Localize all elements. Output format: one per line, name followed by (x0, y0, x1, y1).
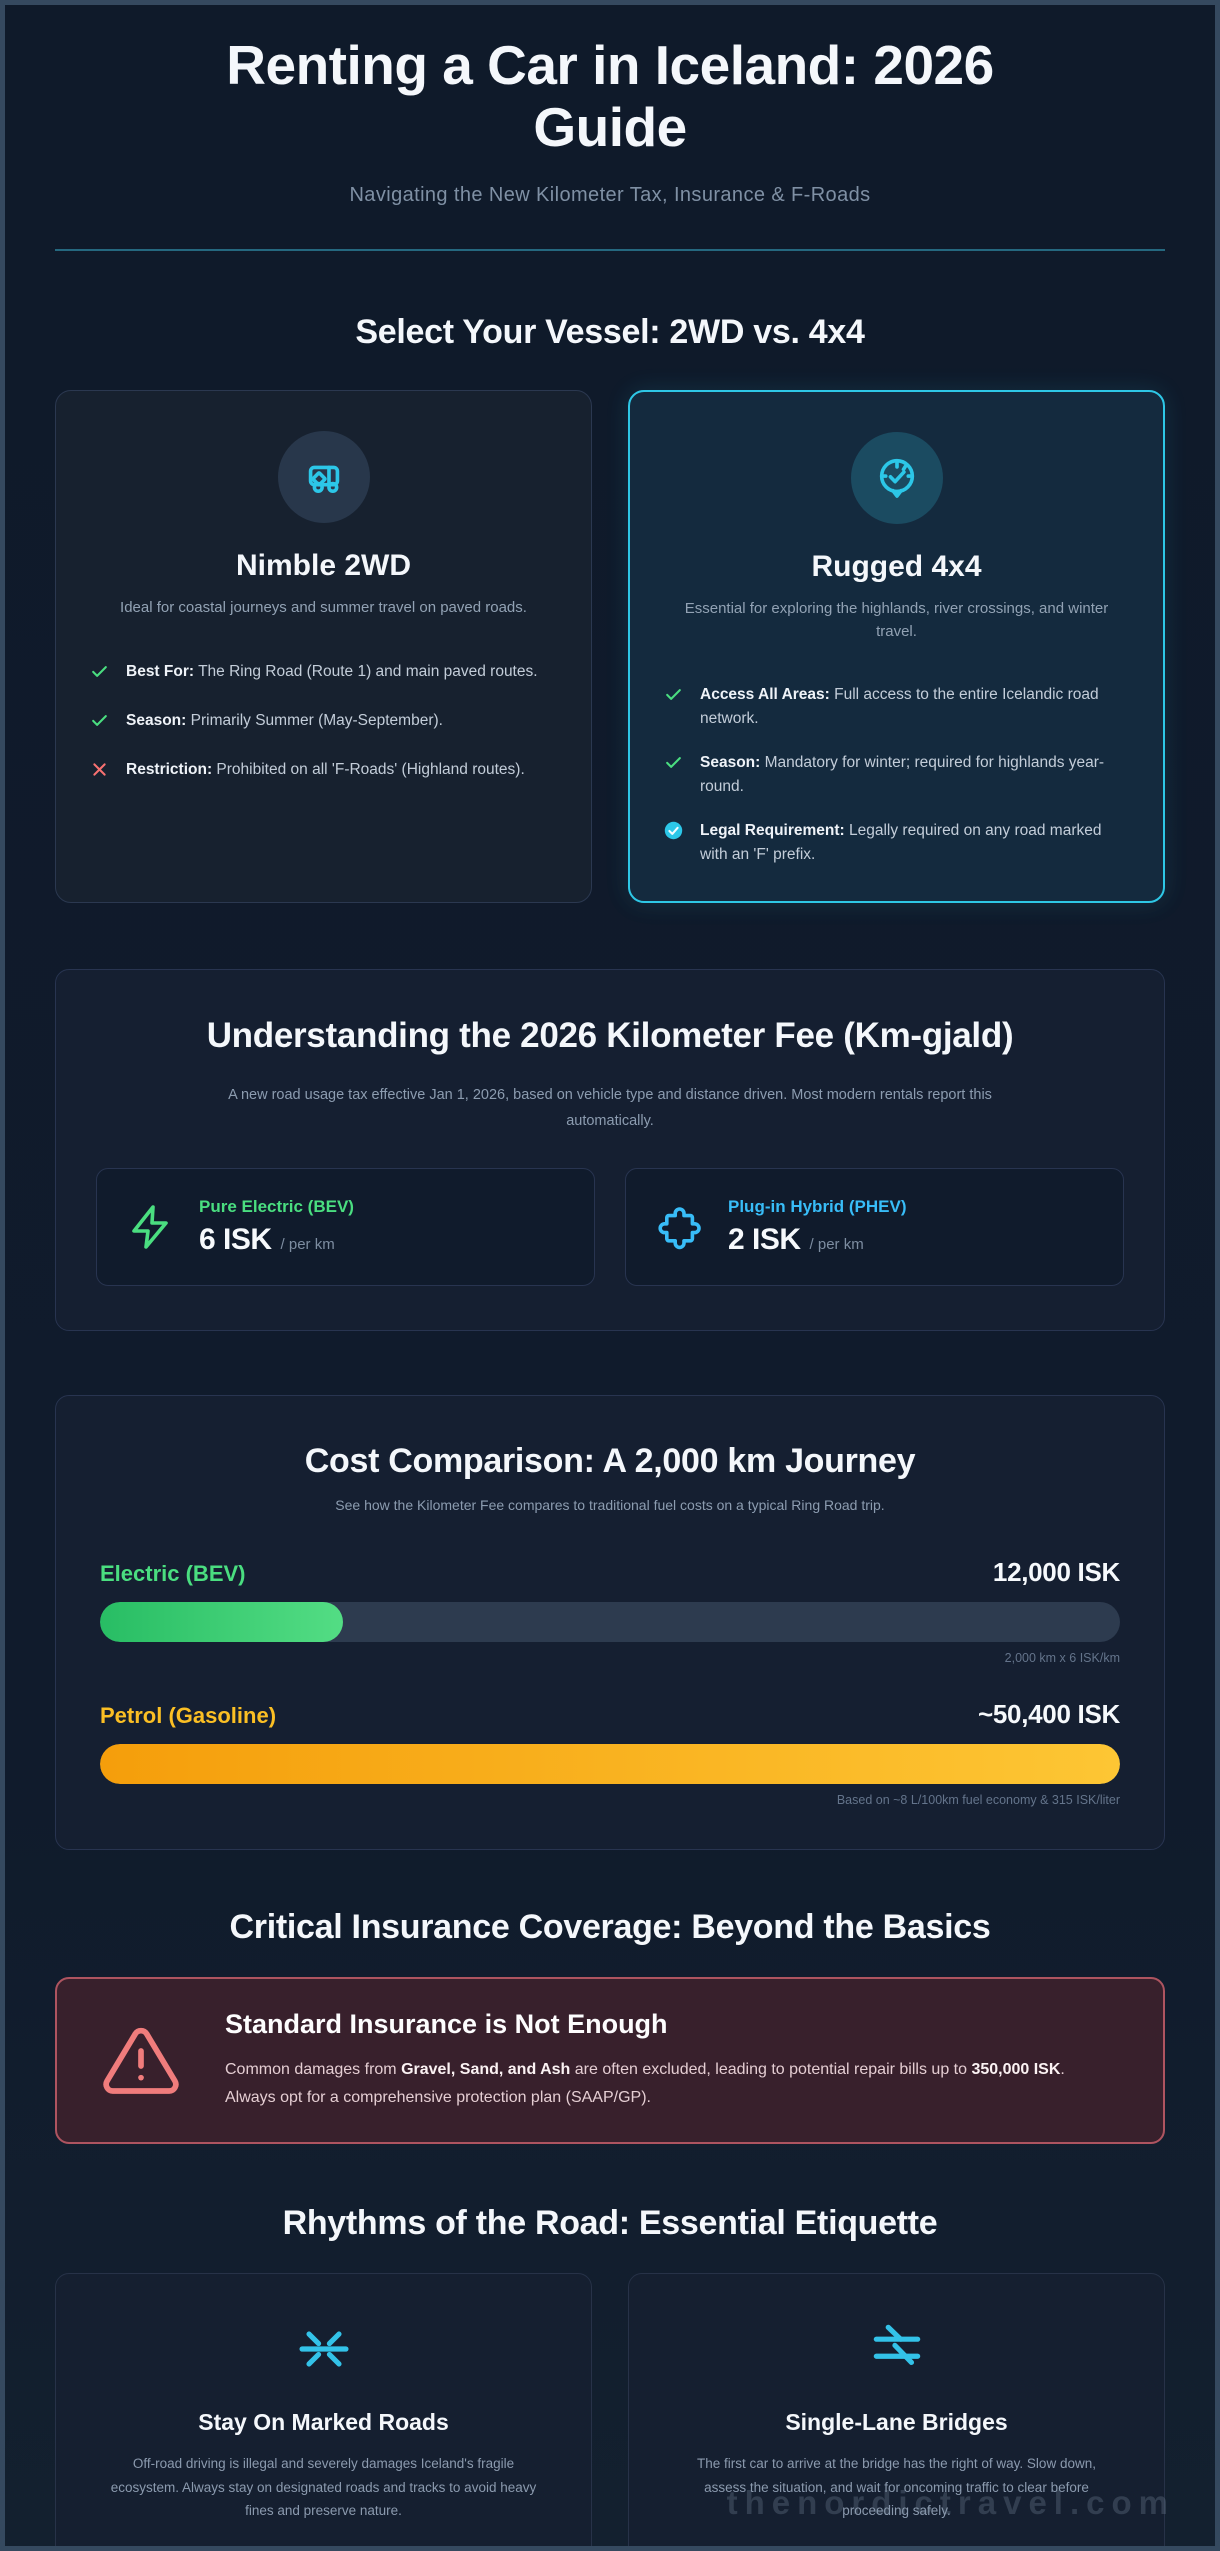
rate-value-row: 2 ISK / per km (728, 1223, 907, 1257)
bar-caption: Based on ~8 L/100km fuel economy & 315 I… (836, 1793, 1120, 1808)
card-4x4: Rugged 4x4 Essential for exploring the h… (628, 390, 1165, 904)
bar-electric: Electric (BEV) 12,000 ISK 2,000 km x 6 I… (100, 1557, 1120, 1665)
etiquette-card-title: Single-Lane Bridges (785, 2409, 1008, 2436)
km-fee-description: A new road usage tax effective Jan 1, 20… (228, 1087, 992, 1130)
rate-unit: / per km (280, 1236, 335, 1254)
list-item: Legal Requirement: Legally required on a… (664, 819, 1129, 867)
rate-value-row: 6 ISK / per km (199, 1223, 354, 1257)
card-2wd: Nimble 2WD Ideal for coastal journeys an… (55, 390, 592, 904)
insurance-alert: Standard Insurance is Not Enough Common … (55, 1977, 1165, 2145)
rate-text: Plug-in Hybrid (PHEV) 2 ISK / per km (728, 1197, 907, 1257)
cross-icon (90, 758, 112, 787)
vessel-section-heading: Select Your Vessel: 2WD vs. 4x4 (355, 313, 865, 352)
rate-unit: / per km (809, 1236, 864, 1254)
vessel-cards: Nimble 2WD Ideal for coastal journeys an… (55, 390, 1165, 904)
badge-check-icon (664, 819, 686, 867)
bar-caption: 2,000 km x 6 ISK/km (1004, 1651, 1120, 1666)
bar-label: Petrol (Gasoline) (100, 1703, 277, 1729)
rate-bev: Pure Electric (BEV) 6 ISK / per km (96, 1168, 595, 1287)
alert-title: Standard Insurance is Not Enough (225, 2009, 668, 2040)
list-item-text: Legal Requirement: Legally required on a… (700, 822, 1102, 864)
warning-triangle-icon (101, 2021, 181, 2101)
insurance-heading: Critical Insurance Coverage: Beyond the … (229, 1908, 991, 1947)
rate-value: 6 ISK (199, 1223, 272, 1257)
list-item: Restriction: Prohibited on all 'F-Roads'… (90, 758, 557, 787)
list-item: Season: Mandatory for winter; required f… (664, 751, 1129, 799)
card-marked-roads: Stay On Marked Roads Off-road driving is… (55, 2273, 592, 2546)
list-item: Best For: The Ring Road (Route 1) and ma… (90, 660, 557, 689)
bar-fill (100, 1602, 343, 1643)
list-item-text: Restriction: Prohibited on all 'F-Roads'… (126, 760, 525, 778)
card-2wd-description: Ideal for coastal journeys and summer tr… (120, 599, 527, 617)
rate-phev: Plug-in Hybrid (PHEV) 2 ISK / per km (625, 1168, 1124, 1287)
check-icon (90, 660, 112, 689)
card-single-lane-bridges: Single-Lane Bridges The first car to arr… (628, 2273, 1165, 2546)
check-icon (90, 709, 112, 738)
alert-text: Common damages from Gravel, Sand, and As… (225, 2061, 1065, 2107)
alert-body: Standard Insurance is Not Enough Common … (225, 2009, 1119, 2112)
card-4x4-description: Essential for exploring the highlands, r… (684, 600, 1109, 640)
card-4x4-title: Rugged 4x4 (811, 550, 982, 584)
bar-head: Petrol (Gasoline) ~50,400 ISK (100, 1699, 1120, 1730)
truck-icon (277, 431, 370, 524)
rate-value: 2 ISK (728, 1223, 801, 1257)
etiquette-heading: Rhythms of the Road: Essential Etiquette (282, 2204, 938, 2243)
rate-label: Plug-in Hybrid (PHEV) (728, 1197, 907, 1217)
list-item-text: Season: Primarily Summer (May-September)… (126, 711, 443, 729)
zap-icon (127, 1203, 175, 1251)
bar-label: Electric (BEV) (100, 1561, 246, 1587)
cost-comparison-panel: Cost Comparison: A 2,000 km Journey See … (55, 1395, 1165, 1851)
etiquette-card-text: Off-road driving is illegal and severely… (110, 2456, 537, 2518)
list-item-text: Access All Areas: Full access to the ent… (700, 686, 1099, 728)
bar-track (100, 1744, 1120, 1785)
etiquette-card-text: The first car to arrive at the bridge ha… (697, 2456, 1096, 2518)
header-divider (55, 249, 1165, 252)
etiquette-cards: Stay On Marked Roads Off-road driving is… (55, 2273, 1165, 2546)
page-subtitle: Navigating the New Kilometer Tax, Insura… (349, 184, 871, 207)
bar-amount: ~50,400 ISK (978, 1699, 1120, 1730)
bar-petrol: Petrol (Gasoline) ~50,400 ISK Based on ~… (100, 1699, 1120, 1807)
check-icon (664, 683, 686, 731)
card-4x4-list: Access All Areas: Full access to the ent… (660, 683, 1133, 867)
bar-track (100, 1602, 1120, 1643)
puzzle-icon (656, 1203, 704, 1251)
list-item-text: Best For: The Ring Road (Route 1) and ma… (126, 662, 538, 680)
site-watermark: thenordictravel.com (726, 2484, 1175, 2521)
bridge-icon (866, 2325, 928, 2384)
list-item-text: Season: Mandatory for winter; required f… (700, 754, 1105, 796)
list-item: Season: Primarily Summer (May-September)… (90, 709, 557, 738)
check-icon (664, 751, 686, 799)
card-2wd-list: Best For: The Ring Road (Route 1) and ma… (86, 660, 561, 787)
card-2wd-title: Nimble 2WD (235, 549, 412, 583)
km-fee-panel: Understanding the 2026 Kilometer Fee (Km… (55, 969, 1165, 1332)
list-item: Access All Areas: Full access to the ent… (664, 683, 1129, 731)
bar-head: Electric (BEV) 12,000 ISK (100, 1557, 1120, 1588)
etiquette-card-title: Stay On Marked Roads (198, 2409, 449, 2436)
compass-check-icon (850, 432, 943, 525)
page-title: Renting a Car in Iceland: 2026 Guide (226, 34, 994, 158)
bar-amount: 12,000 ISK (992, 1557, 1120, 1588)
rate-grid: Pure Electric (BEV) 6 ISK / per km Plug-… (96, 1168, 1124, 1287)
infographic-page: Renting a Car in Iceland: 2026 Guide Nav… (5, 5, 1215, 2546)
cost-subtitle: See how the Kilometer Fee compares to tr… (335, 1497, 885, 1514)
km-fee-heading: Understanding the 2026 Kilometer Fee (Km… (206, 1016, 1014, 1056)
rate-label: Pure Electric (BEV) (199, 1197, 354, 1217)
page-header: Renting a Car in Iceland: 2026 Guide Nav… (5, 5, 1215, 252)
sparkle-icon (293, 2331, 355, 2384)
cost-heading: Cost Comparison: A 2,000 km Journey (304, 1442, 916, 1481)
rate-text: Pure Electric (BEV) 6 ISK / per km (199, 1197, 354, 1257)
bar-fill (100, 1744, 1120, 1785)
